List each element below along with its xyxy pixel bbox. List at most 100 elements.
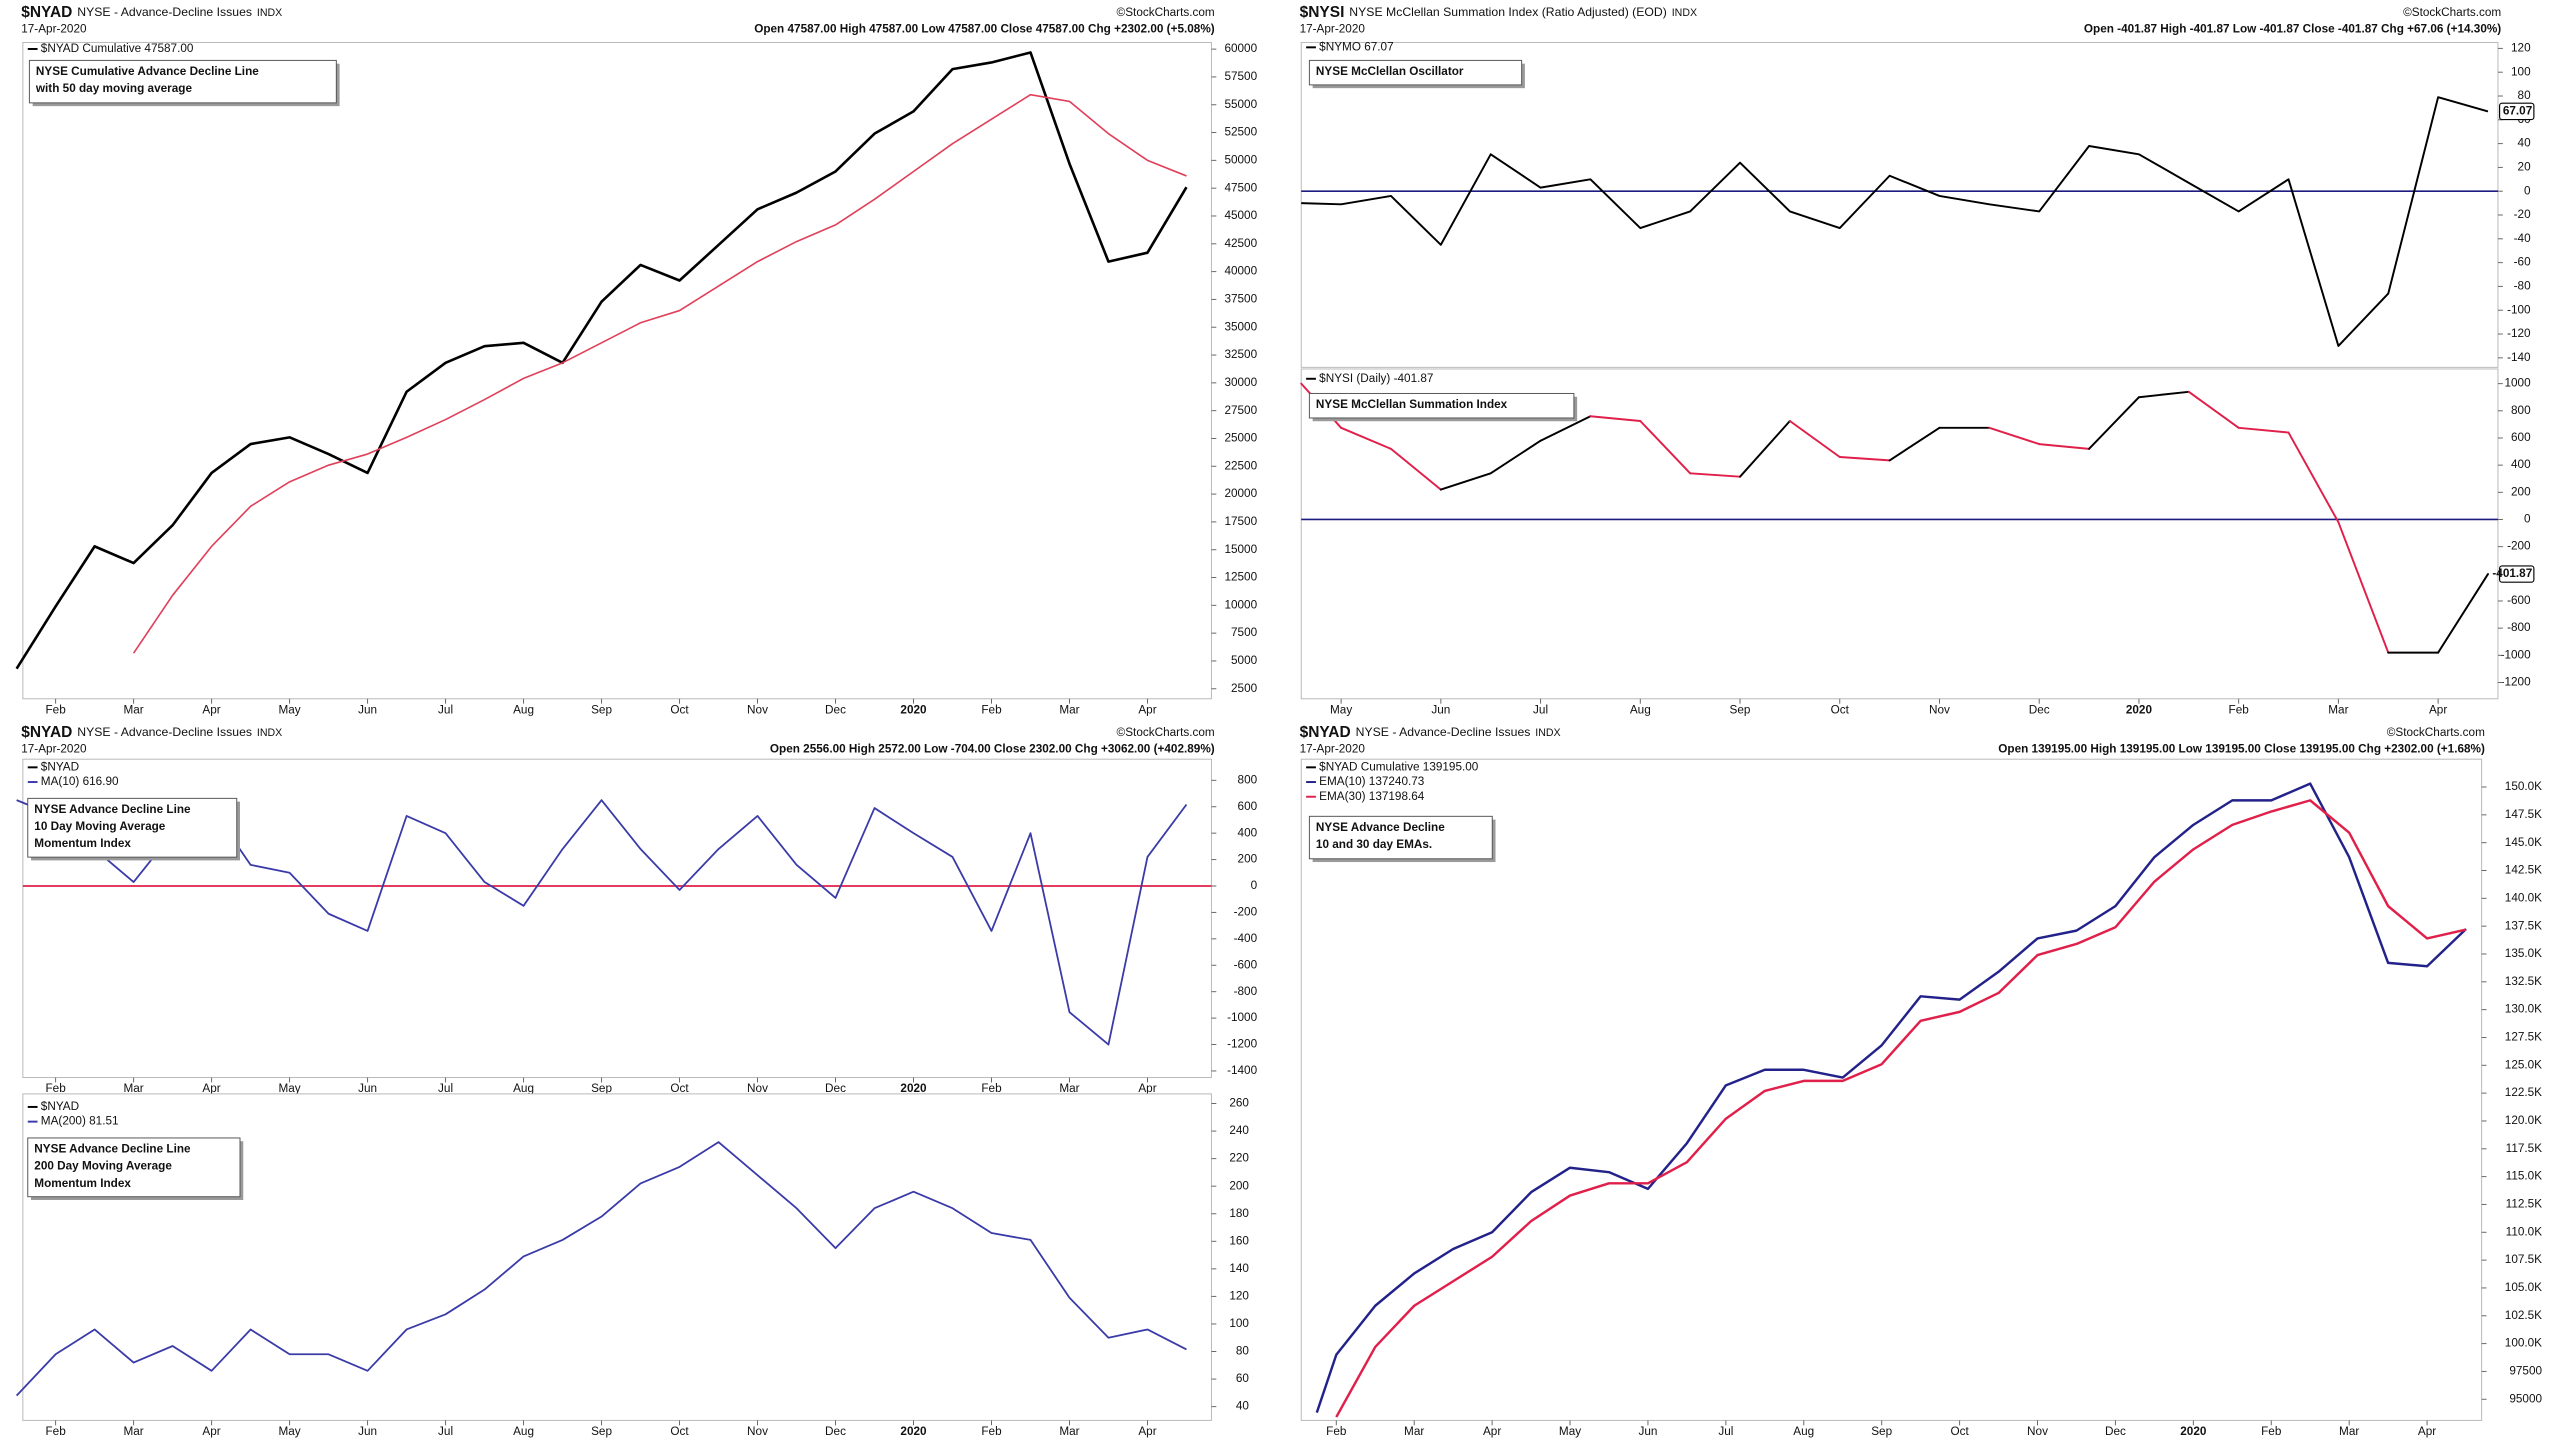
y-tick-label: -600 <box>1234 958 1258 971</box>
y-tick-label: 10000 <box>1224 598 1257 611</box>
line-segment <box>2337 521 2390 654</box>
y-tick-label: 160 <box>1229 1234 1249 1247</box>
y-tick-label: 100 <box>1229 1317 1249 1330</box>
x-tick-label: Dec <box>825 1425 846 1438</box>
y-tick-label: 130.0K <box>2505 1003 2542 1016</box>
y-tick-label: 140 <box>1229 1262 1249 1275</box>
x-tick-label: Apr <box>202 703 220 716</box>
y-tick-label: 180 <box>1229 1207 1249 1220</box>
annotation-text: NYSE Cumulative Advance Decline Line <box>36 65 259 78</box>
x-tick-label: Apr <box>202 1082 220 1095</box>
x-tick-label: 2020 <box>900 703 927 716</box>
y-tick-label: -800 <box>1234 985 1258 998</box>
y-tick-label: 117.5K <box>2506 1142 2543 1155</box>
legend-label: $NYAD Cumulative 47587.00 <box>41 42 194 55</box>
x-tick-label: Jul <box>438 703 453 716</box>
x-tick-label: Mar <box>2339 1425 2359 1438</box>
y-tick-label: 55000 <box>1224 98 1257 111</box>
y-tick-label: 132.5K <box>2505 975 2542 988</box>
date: 17-Apr-2020 <box>21 742 87 755</box>
y-tick-label: 42500 <box>1224 237 1257 250</box>
y-tick-label: 120 <box>2511 42 2531 55</box>
line-segment <box>2038 443 2091 450</box>
y-tick-label: -1200 <box>2501 676 2532 689</box>
y-tick-label: 260 <box>1229 1097 1249 1110</box>
x-tick-label: Feb <box>45 1082 66 1095</box>
y-tick-label: -200 <box>2507 540 2531 553</box>
y-tick-label: 137.5K <box>2505 919 2542 932</box>
symbol: $NYSI <box>1300 4 1345 21</box>
annotation-text: Momentum Index <box>34 837 131 850</box>
line-series <box>15 1141 1187 1397</box>
line-segment <box>2437 573 2489 654</box>
line-segment <box>1888 426 1941 462</box>
x-tick-label: May <box>1559 1425 1581 1438</box>
annotation-box <box>1308 815 1493 860</box>
x-tick-label: Feb <box>981 1082 1002 1095</box>
line-series <box>1301 96 2489 347</box>
y-tick-label: 45000 <box>1224 209 1257 222</box>
x-tick-label: Jul <box>1718 1425 1733 1438</box>
x-tick-label: May <box>278 703 300 716</box>
y-tick-label: 147.5K <box>2505 808 2542 821</box>
y-tick-label: 120.0K <box>2505 1114 2542 1127</box>
date: 17-Apr-2020 <box>1300 22 1366 35</box>
plot-frame <box>1300 41 2499 368</box>
y-tick-label: 240 <box>1229 1124 1249 1137</box>
x-tick-label: Jun <box>358 703 377 716</box>
x-tick-label: Dec <box>2105 1425 2126 1438</box>
plot-frame <box>1300 368 2499 700</box>
y-tick-label: 50000 <box>1224 153 1257 166</box>
y-tick-label: 600 <box>2511 431 2531 444</box>
y-tick-label: -140 <box>2507 351 2531 364</box>
x-tick-label: Mar <box>1059 1082 1079 1095</box>
quote: Open 47587.00 High 47587.00 Low 47587.00… <box>754 22 1215 35</box>
x-tick-label: Jul <box>438 1425 453 1438</box>
quote: Open 2556.00 High 2572.00 Low -704.00 Cl… <box>770 742 1215 755</box>
chart-header: $NYAD NYSE - Advance-Decline Issues INDX <box>1300 724 1561 741</box>
y-tick-label: 220 <box>1229 1152 1249 1165</box>
line-series <box>1315 782 2467 1414</box>
annotation-text: with 50 day moving average <box>35 82 193 95</box>
annotation-text: NYSE McClellan Summation Index <box>1316 398 1508 411</box>
last-value-label: -401.87 <box>2492 567 2532 580</box>
y-tick-label: 200 <box>1238 853 1258 866</box>
x-tick-label: Aug <box>513 703 534 716</box>
x-tick-label: Nov <box>747 1082 768 1095</box>
x-tick-label: Apr <box>1138 1425 1156 1438</box>
description: NYSE McClellan Summation Index (Ratio Ad… <box>1349 5 1667 19</box>
exchange: INDX <box>1672 7 1697 19</box>
y-tick-label: 135.0K <box>2505 947 2542 960</box>
chart-header: $NYSI NYSE McClellan Summation Index (Rat… <box>1300 4 1698 21</box>
line-series <box>15 51 1188 670</box>
y-tick-label: 20 <box>2518 161 2532 174</box>
y-tick-label: 15000 <box>1224 543 1257 556</box>
x-tick-label: Sep <box>1730 703 1751 716</box>
x-tick-label: Feb <box>2229 703 2250 716</box>
y-tick-label: 95000 <box>2509 1392 2542 1405</box>
x-tick-label: Oct <box>1831 703 1850 716</box>
y-tick-label: 52500 <box>1224 126 1257 139</box>
source: ©StockCharts.com <box>2403 6 2501 19</box>
y-tick-label: 100 <box>2511 65 2531 78</box>
y-tick-label: -80 <box>2514 280 2531 293</box>
y-tick-label: 5000 <box>1231 654 1258 667</box>
x-tick-label: Nov <box>747 1425 768 1438</box>
annotation-text: 10 Day Moving Average <box>34 820 166 833</box>
x-tick-label: Mar <box>1059 1425 1079 1438</box>
quote: Open 139195.00 High 139195.00 Low 139195… <box>1998 742 2485 755</box>
y-tick-label: 27500 <box>1224 404 1257 417</box>
x-tick-label: Apr <box>1138 703 1156 716</box>
x-tick-label: Jun <box>1638 1425 1657 1438</box>
plot-frame <box>22 41 1212 700</box>
annotation-text: Momentum Index <box>34 1177 131 1190</box>
y-tick-label: 17500 <box>1224 515 1257 528</box>
x-tick-label: Mar <box>123 703 143 716</box>
exchange: INDX <box>257 7 282 19</box>
x-tick-label: Sep <box>591 1425 612 1438</box>
y-tick-label: 600 <box>1238 800 1258 813</box>
y-tick-label: 20000 <box>1224 487 1257 500</box>
line-series <box>132 93 1187 654</box>
x-tick-label: Sep <box>591 1082 612 1095</box>
